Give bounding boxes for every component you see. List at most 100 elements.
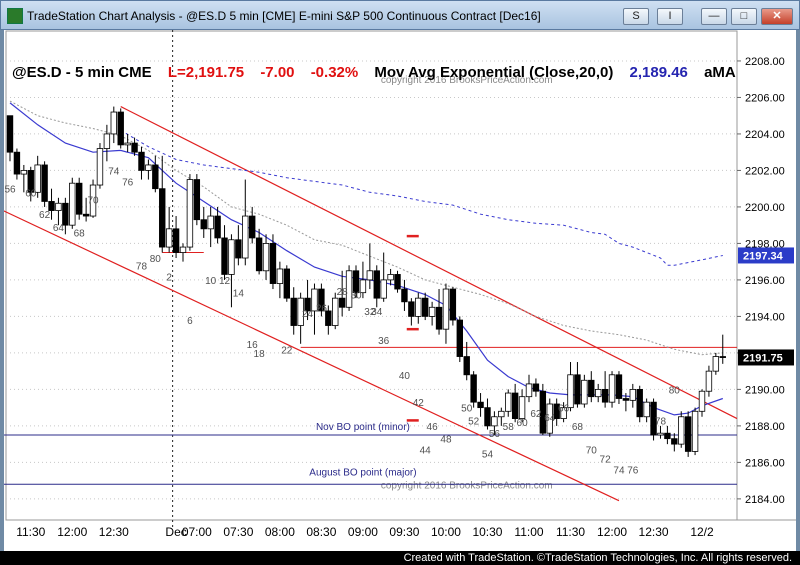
bar-count-label: 60 [25,188,37,199]
x-tick-label: 10:00 [431,525,461,539]
chart-area[interactable]: 2184.002186.002188.002190.002192.002194.… [4,30,796,551]
candle-body [290,297,297,326]
y-tick-label: 2190.00 [745,384,785,396]
bar-count-label: 12 [219,276,231,287]
bar-count-label: 34 [371,307,383,318]
bar-count-label: 80 [669,385,681,396]
bar-count-label: 66 [558,404,570,415]
x-tick-label: 09:30 [389,525,419,539]
bar-count-label: 28 [337,287,349,298]
bar-count-label: 62 [530,409,542,420]
y-tick-label: 2198.00 [745,238,785,250]
close-button[interactable]: ✕ [761,8,793,25]
candle-body [242,215,249,259]
y-tick-label: 2206.00 [745,92,785,104]
last-price-flag: 2191.75 [743,352,783,364]
candle-body [442,288,450,330]
symbol-link-button[interactable]: S [623,8,649,25]
x-tick-label: 12/2 [690,525,714,539]
bar-count-label: 18 [254,349,266,360]
chart-header: @ES.D - 5 min CME L=2,191.75 -7.00 -0.32… [12,64,748,81]
header-extra-indicator: aMA [704,64,736,81]
candle-body [172,228,180,253]
candle-body [352,270,360,294]
candle-body [449,288,457,321]
candle-body [325,310,332,326]
y-tick-label: 2204.00 [745,129,785,141]
chart-annotation: Nov BO point (minor) [316,422,410,433]
ema-price-flag: 2197.34 [743,250,784,262]
status-bar: Created with TradeStation. ©TradeStation… [0,551,800,565]
bar-count-label: 22 [281,345,293,356]
candle-body [221,237,228,275]
bar-count-label: 48 [440,435,452,446]
minimize-button[interactable]: — [701,8,727,25]
candle-body [27,170,34,193]
candle-body [89,184,97,217]
bar-count-label: 60 [517,418,529,429]
candle-body [698,390,706,412]
header-change: -7.00 [260,64,295,81]
indicator-link-button[interactable]: I [657,8,683,25]
candle-body [615,374,623,399]
x-tick-label: 11:30 [556,525,585,539]
candle-body [650,401,657,436]
candle-body [200,219,207,230]
candle-body [408,301,415,317]
candle-body [671,438,678,445]
candle-body [581,379,588,405]
chart-annotation: August BO point (major) [309,468,416,479]
header-indicator-value: 2,189.46 [629,64,688,81]
candle-body [394,274,401,290]
bar-count-label: 76 [122,177,134,188]
candle-body [62,202,69,226]
candle-body [269,243,277,284]
x-tick-label: 11:00 [514,525,543,539]
y-tick-label: 2186.00 [745,457,785,469]
candle-body [69,182,76,226]
candle-body [588,379,595,398]
bar-count-label: 56 [489,429,501,440]
price-chart[interactable]: 2184.002186.002188.002190.002192.002194.… [4,30,796,551]
candle-body [359,279,367,294]
header-indicator-name: Mov Avg Exponential (Close,20,0) [374,64,614,81]
candle-body [373,270,380,299]
bar-count-label: 70 [87,196,99,207]
candle-body [505,392,512,412]
x-tick-label: 10:30 [472,525,502,539]
candle-body [546,403,553,434]
candle-body [470,374,477,403]
candle-body [401,288,408,303]
header-last-price: L=2,191.75 [167,64,245,81]
candle-body [6,115,14,153]
candle-body [608,374,616,403]
candle-body [435,306,443,330]
candle-body [103,133,111,149]
bar-count-label: 74 [613,466,625,477]
candle-body [415,297,422,317]
candle-body [491,416,498,427]
candle-body [719,356,726,358]
candle-body [13,151,21,175]
bar-count-label: 64 [544,413,556,424]
window-titlebar[interactable]: TradeStation Chart Analysis - @ES.D 5 mi… [0,0,800,30]
bar-count-label: 54 [482,449,494,460]
window-title: TradeStation Chart Analysis - @ES.D 5 mi… [27,9,541,23]
candle-body [145,164,152,171]
candle-body [532,383,540,392]
candle-body [463,356,470,376]
candle-body [179,246,187,253]
bar-count-label: 26 [316,303,328,314]
y-tick-label: 2194.00 [745,311,785,323]
bar-count-label: 72 [600,455,612,466]
chart-annotation: copyright 2016 BrooksPriceAction.com [381,480,553,491]
bar-count-label: 52 [468,416,480,427]
bar-count-label: 6 [187,316,193,327]
bar-count-label: 78 [136,261,148,272]
candle-body [96,148,104,186]
candle-body [20,170,28,175]
status-bar-text: Created with TradeStation. ©TradeStation… [403,552,792,564]
maximize-button[interactable]: □ [731,8,757,25]
x-tick-label: 07:30 [223,525,253,539]
y-tick-label: 2202.00 [745,165,785,177]
